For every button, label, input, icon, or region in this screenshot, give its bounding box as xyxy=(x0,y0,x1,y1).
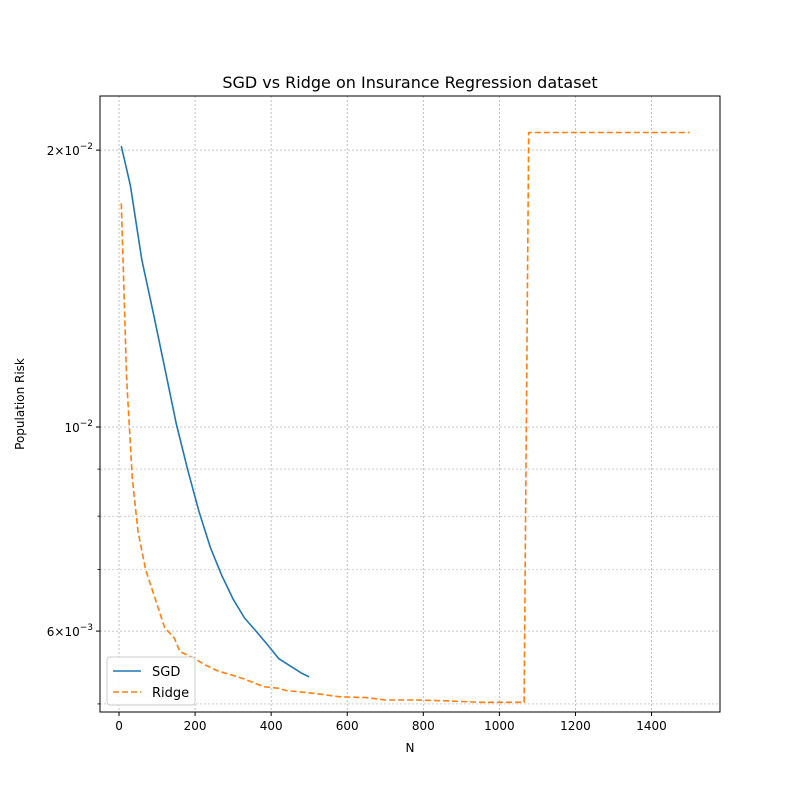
legend-box xyxy=(106,656,196,706)
y-axis: 6×10−3 10−2 2×10−2 xyxy=(47,142,100,705)
x-tick-label: 1000 xyxy=(484,719,515,733)
x-axis: 0 200 400 600 800 1000 1200 1400 xyxy=(115,712,667,733)
y-tick-label: 6×10−3 xyxy=(47,623,93,639)
series-layer xyxy=(120,131,690,704)
x-tick-label: 400 xyxy=(260,719,283,733)
plot-frame xyxy=(99,95,721,713)
y-tick-label: 10−2 xyxy=(64,419,93,435)
x-tick-label: 800 xyxy=(412,719,435,733)
x-tick-label: 0 xyxy=(115,719,123,733)
y-axis-label: Population Risk xyxy=(13,358,27,450)
y-tick-label: 2×10−2 xyxy=(47,142,93,158)
legend: SGD Ridge xyxy=(106,656,196,706)
chart-title: SGD vs Ridge on Insurance Regression dat… xyxy=(222,73,597,92)
grid xyxy=(100,96,720,712)
x-axis-label: N xyxy=(406,741,415,755)
x-tick-label: 600 xyxy=(336,719,359,733)
series-line-ridge xyxy=(120,131,690,704)
x-tick-label: 200 xyxy=(184,719,207,733)
series-line-sgd xyxy=(120,145,310,678)
legend-entry-sgd: SGD xyxy=(152,665,180,680)
x-tick-label: 1400 xyxy=(636,719,667,733)
legend-entry-ridge: Ridge xyxy=(152,686,189,701)
x-tick-label: 1200 xyxy=(560,719,591,733)
